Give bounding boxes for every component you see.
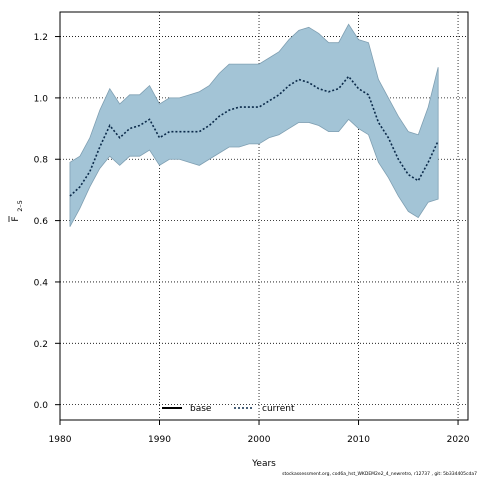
plot-frame [59, 11, 469, 421]
x-tick-label: 1980 [49, 435, 72, 445]
y-tick-label: 0.6 [34, 217, 49, 227]
y-tick-label: 0.8 [34, 156, 49, 166]
footer-note: stockassessment.org, cod6a_hst_WKDEM2e2_… [282, 472, 477, 477]
y-axis-title-main: F [11, 216, 21, 221]
series-line-current [69, 75, 439, 197]
confidence-band [69, 23, 439, 227]
axis-ticks: 1980 1990 2000 2010 2020 0.0 0.2 0.4 0.6 0.8 1.0 1.… [34, 33, 470, 445]
x-tick-label: 2010 [347, 435, 370, 445]
x-tick-label: 2020 [447, 435, 470, 445]
y-axis-title-subscript: 2–5 [16, 200, 24, 212]
y-tick-label: 1.0 [34, 94, 49, 104]
confidence-band-layer [69, 23, 439, 227]
y-tick-label: 0.2 [34, 340, 48, 350]
legend-label-current: current [262, 404, 295, 414]
x-tick-label: 1990 [148, 435, 171, 445]
x-axis-title: Years [251, 459, 276, 469]
y-axis-title: F 2–5 [8, 200, 24, 222]
legend-label-base: base [190, 404, 212, 414]
x-tick-label: 2000 [248, 435, 271, 445]
y-tick-label: 0.0 [34, 401, 49, 411]
series-line-layer [69, 75, 439, 197]
legend: base current [162, 404, 295, 414]
y-tick-label: 1.2 [34, 33, 48, 43]
y-tick-label: 0.4 [34, 278, 49, 288]
